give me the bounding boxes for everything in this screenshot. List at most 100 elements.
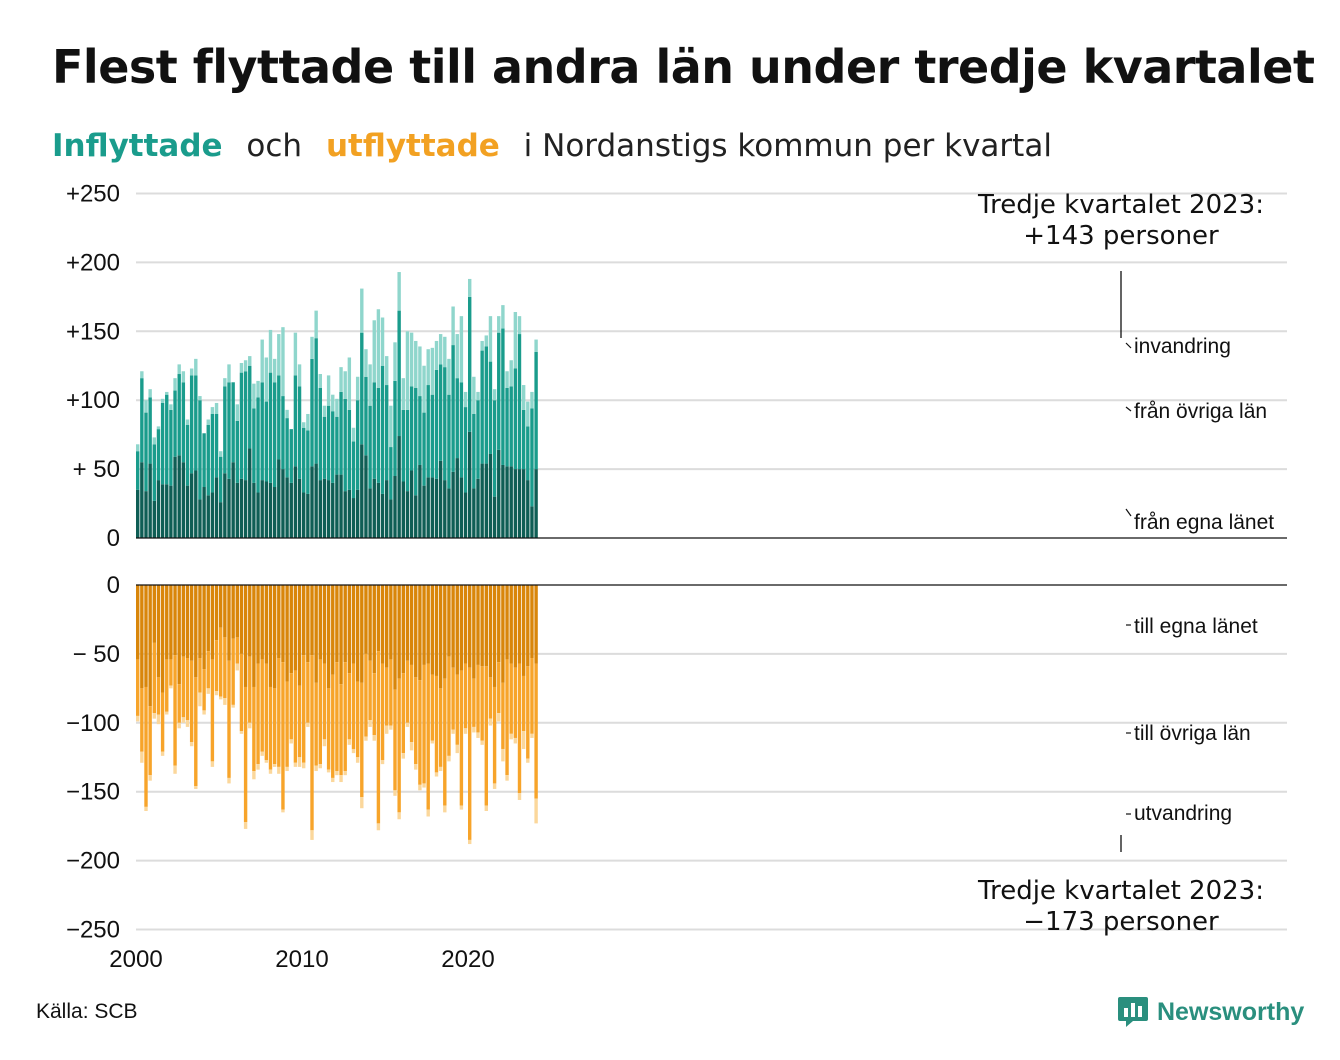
bar-out-till-egna bbox=[239, 585, 244, 654]
bar-in-fran-ovriga bbox=[281, 396, 285, 470]
bar-in-fran-egna bbox=[198, 499, 202, 538]
bar-out-utvandring bbox=[293, 762, 298, 767]
bar-in-fran-ovriga bbox=[293, 375, 298, 467]
bar-out-till-egna bbox=[455, 585, 459, 675]
bar-out-utvandring bbox=[434, 772, 439, 777]
bar-in-fran-egna bbox=[326, 480, 331, 538]
bar-in-fran-ovriga bbox=[272, 382, 277, 488]
bar-in-fran-ovriga bbox=[372, 382, 376, 479]
bar-out-utvandring bbox=[430, 740, 435, 744]
bar-out-utvandring bbox=[177, 722, 181, 729]
bar-out-till-egna bbox=[160, 585, 165, 693]
bar-out-till-egna bbox=[530, 585, 534, 659]
bar-in-fran-egna bbox=[347, 489, 352, 538]
bar-out-till-egna bbox=[302, 585, 306, 656]
bar-out-utvandring bbox=[468, 839, 472, 845]
bar-in-invandring bbox=[268, 329, 273, 373]
bar-out-till-ovriga bbox=[231, 638, 235, 705]
bar-in-fran-ovriga bbox=[206, 425, 210, 496]
bar-out-till-ovriga bbox=[360, 682, 364, 798]
bar-in-fran-egna bbox=[235, 482, 239, 538]
bar-out-till-ovriga bbox=[281, 662, 285, 810]
bar-in-fran-egna bbox=[169, 485, 173, 538]
bar-out-till-ovriga bbox=[418, 680, 422, 785]
bar-out-till-ovriga bbox=[380, 663, 385, 761]
bar-in-fran-egna bbox=[476, 478, 480, 538]
bar-out-till-ovriga bbox=[401, 673, 405, 754]
bar-out-utvandring bbox=[272, 764, 277, 767]
bar-out-till-egna bbox=[214, 585, 219, 641]
bar-in-invandring bbox=[264, 357, 269, 402]
annotation-outflow-line1: Tredje kvartalet 2023: bbox=[977, 876, 1264, 906]
bar-in-invandring bbox=[368, 364, 372, 406]
bar-in-fran-egna bbox=[335, 474, 339, 538]
bar-out-utvandring bbox=[526, 758, 530, 763]
bar-out-utvandring bbox=[310, 830, 314, 840]
bar-out-utvandring bbox=[277, 766, 281, 774]
bar-in-invandring bbox=[335, 398, 339, 417]
bar-out-till-egna bbox=[260, 585, 264, 660]
bar-out-utvandring bbox=[422, 783, 426, 788]
bar-out-till-egna bbox=[492, 585, 497, 687]
bar-in-fran-egna bbox=[165, 484, 169, 538]
bar-in-fran-egna bbox=[472, 488, 476, 538]
bar-out-till-egna bbox=[393, 585, 397, 690]
bar-in-fran-egna bbox=[343, 491, 347, 538]
bar-in-fran-ovriga bbox=[322, 416, 327, 479]
bar-out-till-egna bbox=[322, 585, 327, 664]
bar-out-till-egna bbox=[376, 585, 381, 652]
bar-in-fran-egna bbox=[210, 492, 215, 538]
bar-out-till-ovriga bbox=[459, 670, 464, 806]
bar-out-till-egna bbox=[219, 585, 223, 628]
bar-out-utvandring bbox=[314, 765, 318, 772]
bar-in-invandring bbox=[260, 339, 264, 383]
bar-in-fran-egna bbox=[526, 480, 530, 538]
bar-out-till-ovriga bbox=[156, 677, 161, 715]
bar-out-till-egna bbox=[223, 585, 227, 638]
bar-out-till-ovriga bbox=[397, 678, 401, 813]
bar-out-till-egna bbox=[243, 585, 248, 687]
bar-in-fran-egna bbox=[455, 458, 459, 538]
bar-in-invandring bbox=[372, 320, 376, 383]
bar-in-fran-ovriga bbox=[393, 380, 397, 476]
bar-out-utvandring bbox=[455, 744, 459, 754]
bar-in-invandring bbox=[297, 364, 302, 387]
bar-in-invandring bbox=[343, 371, 347, 399]
bar-in-fran-egna bbox=[256, 492, 260, 538]
bar-in-fran-egna bbox=[239, 478, 244, 538]
bar-in-invandring bbox=[331, 394, 335, 412]
bar-in-fran-egna bbox=[351, 498, 356, 538]
bar-in-invandring bbox=[256, 380, 260, 398]
bar-out-till-egna bbox=[231, 585, 235, 639]
bar-out-till-ovriga bbox=[438, 688, 443, 767]
bar-in-fran-ovriga bbox=[451, 345, 455, 472]
bar-out-utvandring bbox=[459, 805, 464, 810]
y-tick-in: + 50 bbox=[73, 456, 120, 483]
bar-in-fran-egna bbox=[289, 482, 293, 538]
bar-in-fran-ovriga bbox=[156, 429, 161, 481]
bar-out-till-ovriga bbox=[530, 658, 534, 734]
bar-out-till-ovriga bbox=[268, 686, 273, 770]
bar-in-fran-ovriga bbox=[526, 426, 530, 481]
bar-in-fran-ovriga bbox=[136, 451, 140, 490]
y-tick-in: +200 bbox=[66, 249, 120, 276]
bar-out-till-egna bbox=[434, 585, 439, 676]
bar-in-fran-ovriga bbox=[243, 371, 248, 481]
bar-in-fran-egna bbox=[434, 478, 439, 538]
bar-in-fran-ovriga bbox=[509, 386, 513, 467]
bar-in-fran-ovriga bbox=[239, 372, 244, 479]
bar-in-fran-egna bbox=[202, 487, 206, 538]
bar-in-invandring bbox=[430, 347, 435, 395]
subtitle-rest: i Nordanstigs kommun per kvartal bbox=[523, 128, 1052, 164]
bar-out-till-egna bbox=[517, 585, 522, 664]
bar-out-utvandring bbox=[185, 720, 190, 727]
bar-out-till-ovriga bbox=[272, 688, 277, 765]
bar-out-till-egna bbox=[202, 585, 206, 670]
bar-out-utvandring bbox=[202, 710, 206, 715]
bar-out-till-egna bbox=[140, 585, 144, 689]
subtitle-och: och bbox=[246, 128, 303, 164]
bar-out-till-ovriga bbox=[302, 655, 306, 763]
bar-out-utvandring bbox=[364, 736, 368, 741]
bar-out-till-ovriga bbox=[463, 663, 468, 729]
bar-out-utvandring bbox=[368, 720, 372, 727]
